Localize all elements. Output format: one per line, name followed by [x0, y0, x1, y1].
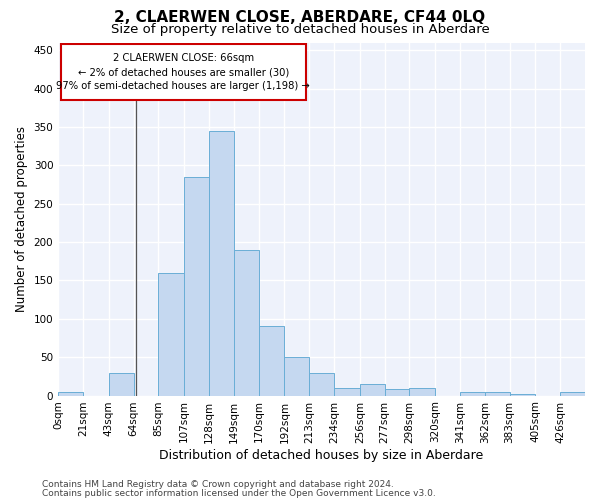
Bar [334, 388, 360, 396]
Bar [209, 131, 234, 396]
Bar [409, 388, 436, 396]
X-axis label: Distribution of detached houses by size in Aberdare: Distribution of detached houses by size … [160, 450, 484, 462]
Bar [184, 177, 209, 396]
Bar [259, 326, 284, 396]
Bar [284, 357, 309, 396]
Bar [385, 390, 409, 396]
Y-axis label: Number of detached properties: Number of detached properties [15, 126, 28, 312]
Bar [58, 392, 83, 396]
Text: 2 CLAERWEN CLOSE: 66sqm
← 2% of detached houses are smaller (30)
97% of semi-det: 2 CLAERWEN CLOSE: 66sqm ← 2% of detached… [56, 53, 310, 91]
Text: Contains HM Land Registry data © Crown copyright and database right 2024.: Contains HM Land Registry data © Crown c… [42, 480, 394, 489]
Bar [309, 372, 334, 396]
Bar [360, 384, 385, 396]
Bar [460, 392, 485, 396]
Bar [560, 392, 585, 396]
Bar [234, 250, 259, 396]
Text: 2, CLAERWEN CLOSE, ABERDARE, CF44 0LQ: 2, CLAERWEN CLOSE, ABERDARE, CF44 0LQ [115, 10, 485, 25]
Bar [485, 392, 509, 396]
Bar [509, 394, 535, 396]
Text: Size of property relative to detached houses in Aberdare: Size of property relative to detached ho… [110, 22, 490, 36]
FancyBboxPatch shape [61, 44, 306, 100]
Bar [158, 273, 184, 396]
Bar [109, 372, 134, 396]
Text: Contains public sector information licensed under the Open Government Licence v3: Contains public sector information licen… [42, 488, 436, 498]
